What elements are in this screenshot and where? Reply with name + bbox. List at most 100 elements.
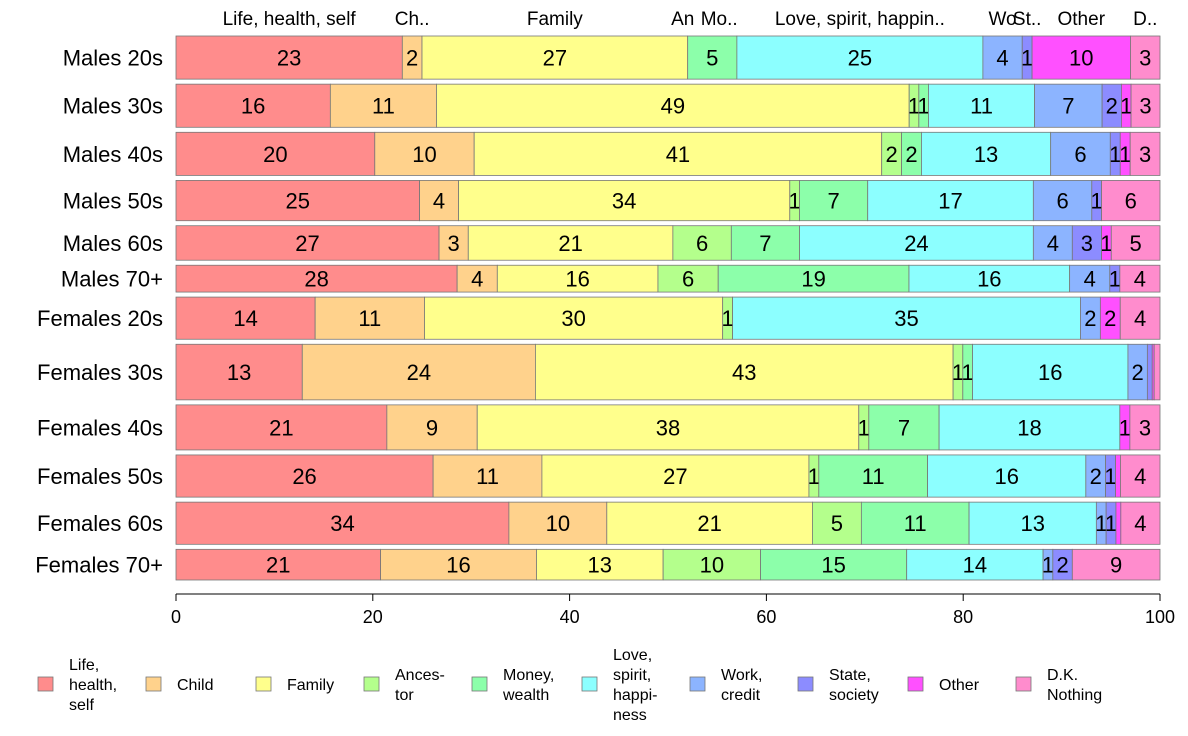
data-label: 11: [904, 511, 927, 536]
legend-label: Ances-tor: [395, 667, 445, 704]
data-label: 24: [407, 360, 431, 385]
data-label: 27: [295, 231, 319, 256]
bar-row: 34 10 21 5 11 13 11 4: [175, 501, 1161, 545]
row-label: Females 50s: [37, 464, 163, 489]
data-label: 11: [970, 94, 993, 119]
data-label: 1: [1119, 415, 1131, 440]
data-label: 17: [938, 189, 962, 214]
data-label: 6: [1074, 142, 1086, 167]
row-label: Females 60s: [37, 511, 163, 536]
bar-segment-child: [314, 296, 425, 340]
bar-segment-money: [760, 548, 908, 581]
row-labels: Males 20s Males 30s Males 40s Males 50s Male…: [35, 46, 163, 578]
data-label: 13: [1020, 511, 1044, 536]
bar-segment-family: [606, 501, 813, 545]
data-label: 1: [918, 94, 930, 119]
bar-segment-family: [536, 548, 664, 581]
bar-segment-family: [467, 225, 674, 261]
x-tick-label: 80: [953, 607, 973, 627]
data-label: 10: [700, 553, 724, 578]
data-label: 3: [448, 231, 460, 256]
data-label: 16: [241, 94, 265, 119]
bar-segment-child: [419, 180, 459, 222]
bar-segment-love: [906, 548, 1044, 581]
bar-segment-life: [175, 343, 303, 401]
bars: 23 2 27 5 25 4 1 10 316 11 49 11 11 7 2 1 320 10 41 2 2 13 6 11…: [175, 35, 1161, 581]
legend-swatch: [37, 676, 54, 692]
legend-item-other: Other: [907, 676, 980, 694]
bar-segment-other: [1115, 454, 1121, 498]
data-label: 21: [697, 511, 721, 536]
bar-row: 16 11 49 11 11 7 2 1 3: [175, 83, 1161, 128]
bar-row: 27 3 21 6 7 24 4 3 1 5: [175, 225, 1161, 261]
bar-segment-love: [867, 180, 1034, 222]
legend-swatch: [1015, 676, 1032, 692]
data-label: 43: [732, 360, 756, 385]
row-label: Females 30s: [37, 360, 163, 385]
bar-segment-ancestor: [812, 501, 862, 545]
data-label: 34: [612, 189, 636, 214]
bar-segment-child: [329, 83, 437, 128]
data-label: 3: [1139, 415, 1151, 440]
bar-segment-money: [860, 501, 970, 545]
column-top-labels: Life, health, self Ch.. Family An Mo.. Love, …: [223, 9, 1158, 30]
bar-segment-love: [928, 83, 1035, 128]
bar-segment-love: [972, 343, 1129, 401]
data-label: 4: [471, 267, 483, 292]
data-label: 1: [789, 189, 801, 214]
data-label: 3: [1081, 231, 1093, 256]
row-label: Males 50s: [63, 189, 163, 214]
legend-swatch: [255, 676, 272, 692]
legend-item-ancestor: Ances-tor: [363, 667, 445, 704]
data-label: 18: [1017, 415, 1041, 440]
data-label: 35: [894, 306, 918, 331]
data-label: 7: [898, 415, 910, 440]
column-top-label: St..: [1013, 9, 1042, 30]
data-label: 16: [565, 267, 589, 292]
x-tick-label: 100: [1145, 607, 1175, 627]
legend-item-money: Money, wealth: [471, 667, 554, 704]
data-label: 25: [848, 46, 872, 71]
bar-segment-life: [175, 548, 381, 581]
bar-segment-family: [458, 180, 791, 222]
column-top-label: Family: [527, 9, 583, 30]
data-label: 14: [963, 553, 987, 578]
bar-segment-state: [1071, 225, 1102, 261]
data-label: 3: [1139, 142, 1151, 167]
bar-segment-child: [301, 343, 536, 401]
legend-swatch: [797, 676, 814, 692]
bar-segment-ancestor: [657, 264, 719, 293]
data-label: 3: [1139, 94, 1151, 119]
bar-segment-child: [432, 454, 543, 498]
data-label: 1: [1091, 189, 1103, 214]
data-label: 1: [908, 94, 920, 119]
data-label: 16: [994, 464, 1018, 489]
legend-label: Work, credit: [721, 667, 762, 704]
x-tick-label: 60: [756, 607, 776, 627]
data-label: 1: [1042, 553, 1054, 578]
bar-segment-love: [938, 404, 1121, 451]
data-label: 1: [1119, 142, 1131, 167]
data-label: 4: [1134, 267, 1146, 292]
data-label: 1: [722, 306, 734, 331]
data-label: 1: [1100, 231, 1112, 256]
bar-segment-work: [1032, 225, 1073, 261]
bar-segment-life: [175, 131, 376, 176]
data-label: 4: [996, 46, 1008, 71]
data-label: 2: [1106, 94, 1118, 119]
data-label: 41: [666, 142, 690, 167]
bar-row: 25 4 34 1 7 17 6 1 6: [175, 180, 1161, 222]
data-label: 16: [446, 553, 470, 578]
data-label: 7: [1062, 94, 1074, 119]
bar-segment-child: [380, 548, 537, 581]
bar-segment-dk: [1120, 454, 1161, 498]
bar-segment-life: [175, 501, 510, 545]
bar-row: 23 2 27 5 25 4 1 10 3: [175, 35, 1161, 80]
bar-segment-family: [541, 454, 810, 498]
bar-segment-money: [818, 454, 928, 498]
data-label: 13: [588, 553, 612, 578]
legend-label: Life, health, self: [69, 657, 117, 714]
bar-segment-love: [799, 225, 1034, 261]
bar-segment-love: [968, 501, 1097, 545]
legend-item-family: Family: [255, 676, 334, 694]
